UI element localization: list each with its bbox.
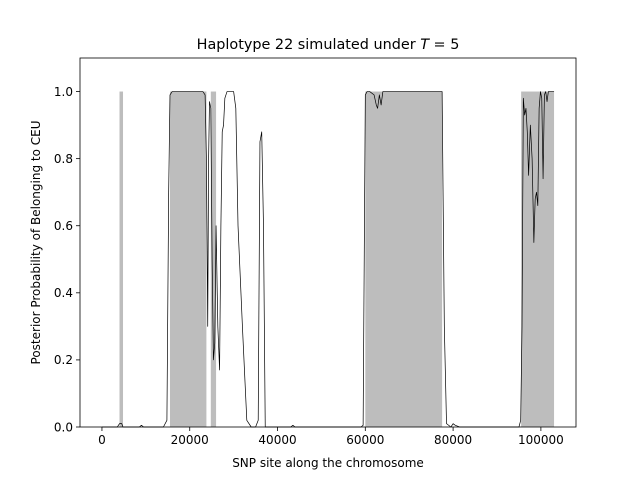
y-tick-label: 0.2 — [54, 353, 73, 367]
shaded-region-4 — [365, 91, 443, 427]
shaded-region-5 — [521, 91, 555, 427]
x-tick-label: 80000 — [434, 433, 472, 447]
y-tick-label: 0.6 — [54, 219, 73, 233]
chart-title-suffix: = 5 — [429, 37, 459, 53]
shaded-region-1 — [119, 91, 124, 427]
chart-title-prefix: Haplotype 22 simulated under — [197, 37, 421, 53]
series-lines — [101, 91, 555, 428]
shaded-region-3 — [210, 91, 217, 427]
x-tick-label: 40000 — [258, 433, 296, 447]
y-axis-ticks: 0.0 0.2 0.4 0.6 0.8 1.0 — [54, 85, 80, 434]
x-axis-ticks: 0 20000 40000 60000 80000 100000 — [98, 427, 564, 447]
chart-title-variable: T — [420, 37, 430, 53]
shaded-region-2 — [169, 91, 207, 427]
shaded-regions — [119, 91, 555, 427]
y-tick-label: 0.4 — [54, 286, 73, 300]
series-line-1 — [101, 91, 555, 428]
y-tick-label: 1.0 — [54, 85, 73, 99]
y-axis-label: Posterior Probability of Belonging to CE… — [29, 121, 43, 365]
x-tick-label: 20000 — [171, 433, 209, 447]
x-axis-label: SNP site along the chromosome — [232, 456, 424, 470]
x-tick-label: 0 — [98, 433, 106, 447]
chart-title: Haplotype 22 simulated under T = 5 — [197, 37, 460, 53]
x-tick-label: 60000 — [346, 433, 384, 447]
y-tick-label: 0.0 — [54, 420, 73, 434]
y-tick-label: 0.8 — [54, 152, 73, 166]
plot-frame — [79, 57, 577, 428]
x-tick-label: 100000 — [518, 433, 564, 447]
